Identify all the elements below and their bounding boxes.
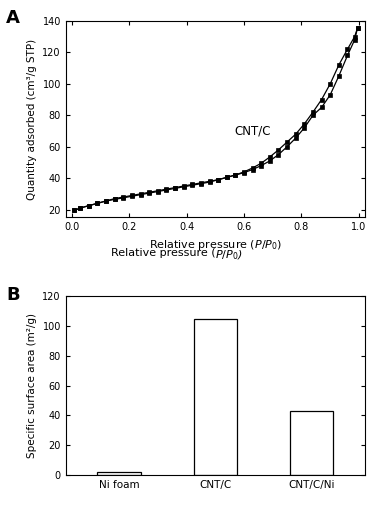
Bar [97,472,141,475]
Text: Relative pressure (: Relative pressure ( [111,248,215,258]
Bar [194,318,237,475]
Text: B: B [6,286,20,304]
X-axis label: Relative pressure ($P/P_0$): Relative pressure ($P/P_0$) [149,238,282,252]
Text: CNT/C: CNT/C [234,124,270,137]
Text: $P/P_0$): $P/P_0$) [215,248,243,262]
Y-axis label: Specific surface area (m²/g): Specific surface area (m²/g) [27,313,37,458]
Text: A: A [6,9,20,27]
Y-axis label: Quantity adsorbed (cm³/g STP): Quantity adsorbed (cm³/g STP) [27,39,37,200]
Bar [290,411,334,475]
